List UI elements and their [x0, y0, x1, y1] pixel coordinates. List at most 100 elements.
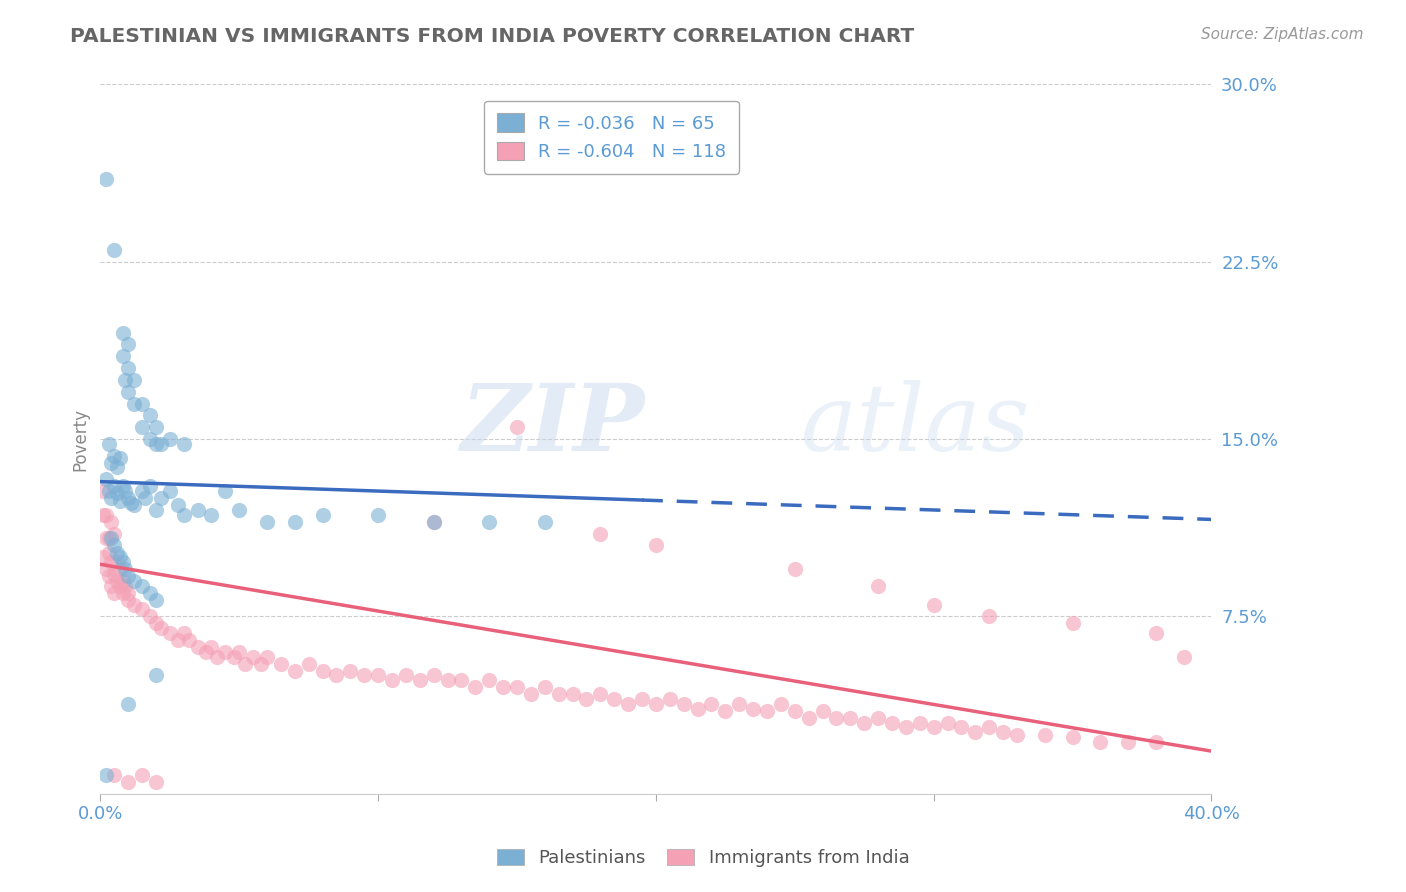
Point	[105, 460, 128, 475]
Point	[145, 668, 167, 682]
Point	[520, 687, 543, 701]
Point	[120, 496, 142, 510]
Point	[783, 562, 806, 576]
Point	[979, 721, 1001, 735]
Point	[100, 555, 122, 569]
Point	[395, 668, 418, 682]
Text: ZIP: ZIP	[461, 380, 645, 470]
Point	[880, 715, 903, 730]
Y-axis label: Poverty: Poverty	[72, 408, 89, 471]
Point	[103, 449, 125, 463]
Point	[672, 697, 695, 711]
Point	[117, 337, 139, 351]
Point	[97, 569, 120, 583]
Point	[644, 538, 666, 552]
Point	[139, 479, 162, 493]
Point	[117, 569, 139, 583]
Point	[108, 562, 131, 576]
Point	[108, 579, 131, 593]
Point	[173, 626, 195, 640]
Point	[100, 579, 122, 593]
Point	[103, 768, 125, 782]
Point	[686, 701, 709, 715]
Point	[256, 515, 278, 529]
Point	[111, 349, 134, 363]
Point	[367, 508, 389, 522]
Point	[91, 508, 114, 522]
Point	[1062, 616, 1084, 631]
Point	[91, 550, 114, 565]
Point	[103, 479, 125, 493]
Point	[105, 574, 128, 588]
Point	[91, 484, 114, 499]
Point	[631, 692, 654, 706]
Point	[367, 668, 389, 682]
Point	[742, 701, 765, 715]
Point	[714, 704, 737, 718]
Point	[145, 437, 167, 451]
Point	[250, 657, 273, 671]
Point	[1144, 626, 1167, 640]
Point	[145, 503, 167, 517]
Point	[139, 432, 162, 446]
Point	[117, 384, 139, 399]
Point	[908, 715, 931, 730]
Point	[122, 598, 145, 612]
Point	[103, 538, 125, 552]
Point	[139, 409, 162, 423]
Point	[131, 420, 153, 434]
Point	[409, 673, 432, 688]
Point	[492, 681, 515, 695]
Point	[122, 396, 145, 410]
Point	[159, 432, 181, 446]
Point	[122, 574, 145, 588]
Point	[922, 598, 945, 612]
Point	[950, 721, 973, 735]
Point	[97, 484, 120, 499]
Point	[167, 632, 190, 647]
Point	[450, 673, 472, 688]
Point	[868, 579, 890, 593]
Point	[325, 668, 347, 682]
Point	[200, 640, 222, 654]
Point	[173, 437, 195, 451]
Point	[936, 715, 959, 730]
Point	[1033, 728, 1056, 742]
Point	[783, 704, 806, 718]
Point	[187, 640, 209, 654]
Point	[658, 692, 681, 706]
Point	[179, 632, 201, 647]
Point	[100, 456, 122, 470]
Point	[111, 585, 134, 599]
Point	[105, 486, 128, 500]
Point	[575, 692, 598, 706]
Point	[97, 532, 120, 546]
Point	[422, 515, 444, 529]
Point	[131, 602, 153, 616]
Point	[105, 555, 128, 569]
Legend: R = -0.036   N = 65, R = -0.604   N = 118: R = -0.036 N = 65, R = -0.604 N = 118	[484, 101, 738, 174]
Point	[131, 768, 153, 782]
Point	[139, 585, 162, 599]
Point	[100, 491, 122, 505]
Point	[228, 645, 250, 659]
Point	[339, 664, 361, 678]
Point	[1173, 649, 1195, 664]
Point	[894, 721, 917, 735]
Point	[270, 657, 292, 671]
Point	[194, 645, 217, 659]
Point	[173, 508, 195, 522]
Point	[589, 687, 612, 701]
Point	[111, 326, 134, 340]
Point	[242, 649, 264, 664]
Point	[100, 532, 122, 546]
Point	[353, 668, 375, 682]
Point	[756, 704, 779, 718]
Point	[811, 704, 834, 718]
Point	[214, 484, 236, 499]
Point	[617, 697, 640, 711]
Point	[506, 681, 529, 695]
Point	[145, 616, 167, 631]
Point	[150, 437, 173, 451]
Point	[233, 657, 256, 671]
